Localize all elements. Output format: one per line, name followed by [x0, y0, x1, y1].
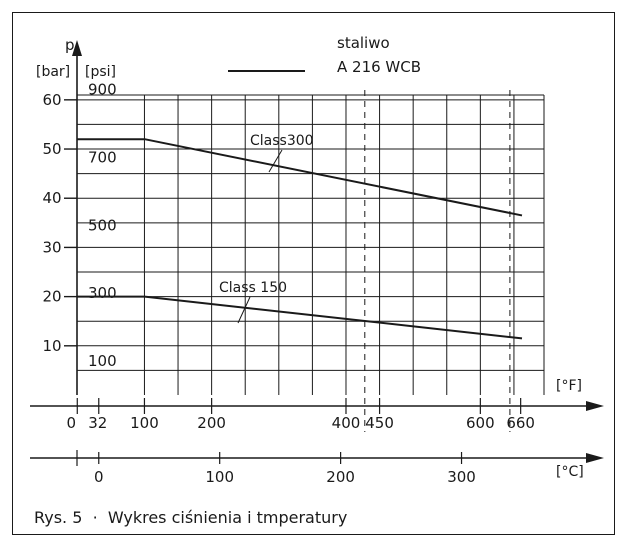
y-axis-unit-bar: [bar] [36, 64, 70, 80]
y-axis-symbol: p [65, 36, 75, 54]
y-tick-label-bar: 20 [42, 288, 61, 306]
y-tick-label-psi: 700 [88, 149, 117, 167]
x-tick-label-c: 100 [205, 468, 234, 486]
series-leader-class300 [268, 149, 283, 173]
x-axis-c-arrow [586, 453, 604, 463]
y-tick-label-psi: 500 [88, 216, 117, 234]
series-lines [77, 138, 523, 340]
series-leader-class150 [237, 296, 251, 324]
x-tick-label-f: 0 [66, 414, 76, 432]
axes [30, 40, 604, 463]
y-tick-label-psi: 300 [88, 284, 117, 302]
y-tick-label-psi: 900 [88, 81, 117, 99]
series-label-class150: Class 150 [219, 280, 287, 296]
x-tick-label-f: 200 [197, 414, 226, 432]
tick-labels: 10 20 30 40 50 60 100 300 500 700 900 0 32 100 200 400 4… [42, 81, 535, 486]
x-axis-c-unit: [°C] [556, 464, 584, 480]
x-tick-label-f: 32 [88, 414, 107, 432]
series-line-class300 [77, 138, 523, 217]
y-tick-label-bar: 60 [42, 91, 61, 109]
y-tick-label-psi: 100 [88, 352, 117, 370]
x-axis-f-arrow [586, 401, 604, 411]
tick-marks [64, 99, 522, 466]
x-tick-label-f: 400 [332, 414, 361, 432]
x-tick-label-c: 200 [326, 468, 355, 486]
x-tick-label-f: 660 [506, 414, 535, 432]
x-tick-label-c: 0 [94, 468, 104, 486]
series-label-class300: Class300 [250, 133, 314, 149]
figure-frame [12, 12, 615, 535]
legend-label-line2: A 216 WCB [337, 58, 421, 76]
y-tick-label-bar: 50 [42, 140, 61, 158]
y-axis-unit-psi: [psi] [85, 64, 116, 80]
x-tick-label-c: 300 [447, 468, 476, 486]
x-tick-label-f: 100 [130, 414, 159, 432]
x-axis-f-unit: [°F] [556, 378, 582, 394]
y-tick-label-bar: 10 [42, 337, 61, 355]
x-tick-label-f: 450 [365, 414, 394, 432]
y-tick-label-bar: 40 [42, 189, 61, 207]
x-tick-label-f: 600 [466, 414, 495, 432]
figure-caption: Rys. 5 · Wykres ciśnienia i tmperatury [34, 508, 348, 527]
dashed-reference-lines [364, 90, 511, 432]
y-axis-arrow [72, 40, 82, 56]
legend-label-line1: staliwo [337, 34, 390, 52]
y-tick-label-bar: 30 [42, 238, 61, 256]
series-line-class150 [77, 295, 523, 340]
